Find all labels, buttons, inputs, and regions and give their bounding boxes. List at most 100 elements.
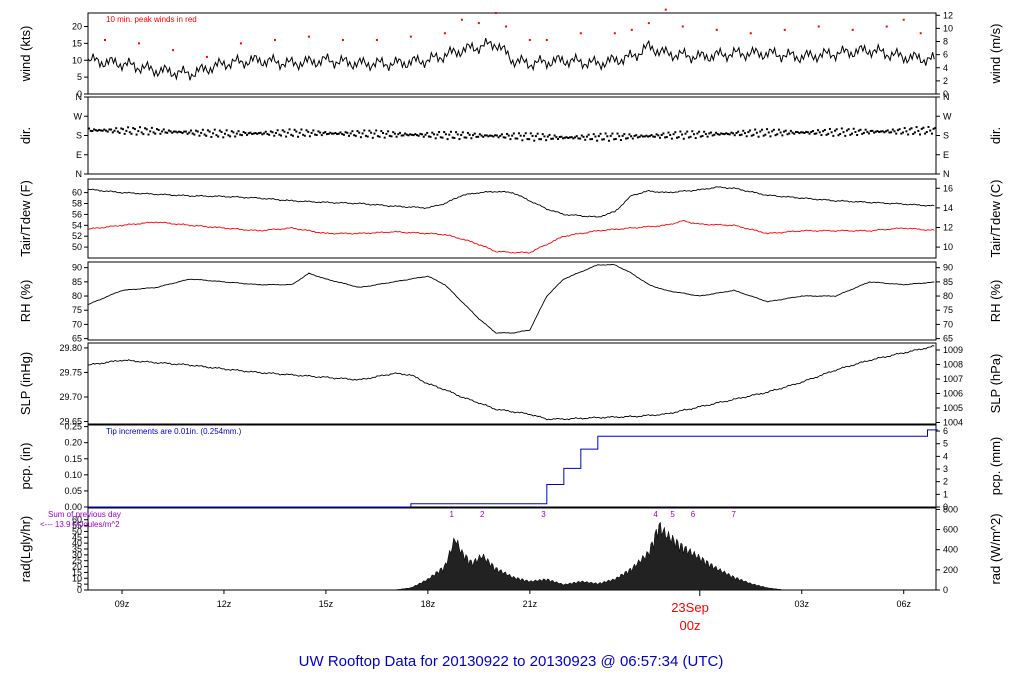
y-axis-label-right: SLP (hPa) (988, 354, 1003, 414)
dir-point (611, 132, 614, 135)
peak-point (307, 35, 310, 38)
left-tick-label: N (76, 92, 83, 102)
dir-point (655, 133, 658, 136)
dir-point (378, 135, 381, 138)
right-tick-label: 8 (943, 37, 948, 47)
dir-point (818, 131, 821, 134)
right-tick-label: 12 (943, 10, 953, 20)
dir-point (874, 130, 877, 133)
peak-point (613, 32, 616, 35)
panel-annotation: Tip increments are 0.01in. (0.254mm.) (106, 427, 242, 436)
dir-point (417, 134, 420, 137)
right-tick-label: 6 (943, 50, 948, 60)
dir-point (760, 128, 763, 131)
dir-point (247, 132, 250, 135)
dir-point (142, 133, 145, 136)
peak-point (647, 22, 650, 25)
dir-point (762, 134, 765, 137)
dir-point (837, 134, 840, 137)
dir-point (621, 134, 624, 137)
dir-point (414, 133, 417, 136)
dir-point (516, 137, 519, 140)
dir-point (256, 132, 259, 135)
dir-point (280, 134, 283, 137)
dir-point (528, 138, 531, 141)
dir-point (684, 132, 687, 135)
dir-point (934, 126, 937, 129)
dir-point (283, 130, 286, 133)
x-tick-label: 21z (523, 599, 538, 609)
y-axis-label: SLP (inHg) (18, 352, 33, 415)
peak-point (749, 32, 752, 35)
dir-point (800, 131, 803, 134)
dir-point (608, 139, 611, 142)
dir-point (917, 129, 920, 132)
dir-point (407, 134, 410, 137)
dir-point (375, 129, 378, 132)
marker-label: 5 (670, 510, 675, 519)
dir-point (630, 135, 633, 138)
dir-point (269, 130, 272, 133)
dir-point (215, 134, 218, 137)
dir-point (242, 131, 245, 134)
dir-point (815, 132, 818, 135)
dir-point (371, 136, 374, 139)
dir-point (254, 132, 257, 135)
dir-point (424, 133, 427, 136)
dir-point (138, 126, 141, 129)
dir-point (709, 131, 712, 134)
dir-point (920, 127, 923, 130)
dir-point (172, 130, 175, 133)
right-tick-label: S (943, 131, 949, 141)
dir-point (834, 129, 837, 132)
dir-point (159, 132, 162, 135)
right-tick-label: 800 (943, 504, 958, 514)
dir-point (694, 137, 697, 140)
dir-point (162, 128, 165, 131)
dir-point (257, 132, 260, 135)
peak-point (409, 35, 412, 38)
left-tick-label: 29.70 (59, 392, 82, 402)
dir-point (273, 134, 276, 137)
dir-point (125, 129, 128, 132)
dir-point (225, 129, 228, 132)
dir-point (852, 127, 855, 130)
dir-point (342, 133, 345, 136)
dir-point (891, 128, 894, 131)
right-tick-label: 1007 (943, 374, 963, 384)
dir-point (147, 133, 150, 136)
right-tick-label: 80 (943, 291, 953, 301)
dir-point (601, 138, 604, 141)
dir-point (878, 131, 881, 134)
dir-point (181, 131, 184, 134)
dir-point (791, 131, 794, 134)
dir-point (291, 134, 294, 137)
dir-point (249, 131, 252, 134)
dir-point (337, 132, 340, 135)
dir-point (733, 134, 736, 137)
peak-point (205, 55, 208, 58)
right-tick-label: 1006 (943, 388, 963, 398)
dir-point (103, 128, 106, 131)
dir-point (489, 134, 492, 137)
y-axis-label-right: pcp. (mm) (988, 437, 1003, 496)
dir-point (427, 135, 430, 138)
dir-point (805, 130, 808, 133)
x-tick-label: 09z (115, 599, 130, 609)
dir-point (594, 135, 597, 138)
dir-point (567, 136, 570, 139)
dir-point (779, 131, 782, 134)
dir-point (276, 129, 279, 132)
dir-point (898, 128, 901, 131)
dir-point (327, 132, 330, 135)
dir-point (638, 135, 641, 138)
dir-point (750, 134, 753, 137)
dir-point (913, 131, 916, 134)
dir-point (905, 130, 908, 133)
panel-7: 0510152025303540455055600200400600800rad… (18, 504, 1003, 595)
dir-point (929, 129, 932, 132)
dir-point (849, 133, 852, 136)
dir-point (426, 131, 429, 134)
dir-point (449, 130, 452, 133)
